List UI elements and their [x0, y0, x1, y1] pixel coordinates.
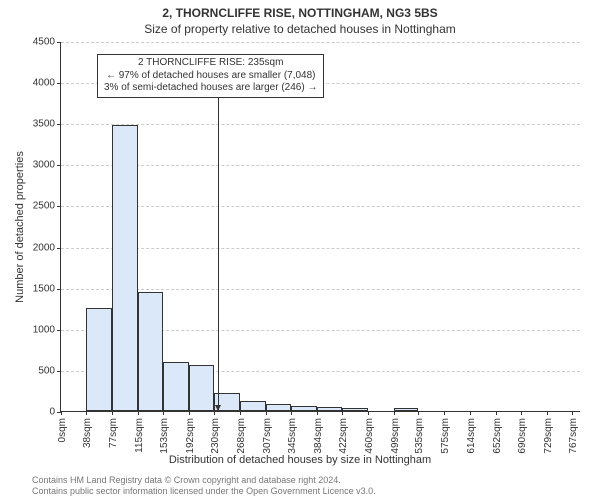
- xtick-label: 460sqm: [364, 418, 375, 454]
- ytick-label: 2000: [33, 242, 61, 253]
- xtick-label: 192sqm: [185, 418, 196, 454]
- xtick-mark: [572, 411, 573, 415]
- xtick-label: 767sqm: [568, 418, 579, 454]
- chart-container: 2, THORNCLIFFE RISE, NOTTINGHAM, NG3 5BS…: [0, 0, 600, 500]
- xtick-label: 115sqm: [134, 418, 145, 453]
- gridline-h: [61, 248, 580, 249]
- histogram-bar: [86, 308, 112, 411]
- xtick-mark: [470, 411, 471, 415]
- ytick-label: 1000: [33, 324, 61, 335]
- xtick-label: 384sqm: [313, 418, 324, 454]
- gridline-h: [61, 165, 580, 166]
- y-axis-label-wrap: Number of detached properties: [12, 42, 28, 412]
- xtick-mark: [291, 411, 292, 415]
- xtick-label: 0sqm: [57, 418, 68, 442]
- xtick-label: 652sqm: [492, 418, 503, 454]
- xtick-label: 499sqm: [390, 418, 401, 454]
- xtick-mark: [112, 411, 113, 415]
- ytick-label: 3000: [33, 160, 61, 171]
- ytick-label: 4500: [33, 37, 61, 48]
- xtick-label: 345sqm: [287, 418, 298, 454]
- xtick-label: 422sqm: [338, 418, 349, 454]
- annotation-line1: 2 THORNCLIFFE RISE: 235sqm: [104, 57, 317, 70]
- annotation-line2: ← 97% of detached houses are smaller (7,…: [104, 70, 317, 83]
- xtick-label: 614sqm: [466, 418, 477, 454]
- xtick-mark: [61, 411, 62, 415]
- xtick-mark: [86, 411, 87, 415]
- xtick-mark: [189, 411, 190, 415]
- ytick-label: 1500: [33, 283, 61, 294]
- y-axis-label: Number of detached properties: [14, 151, 26, 303]
- ytick-label: 500: [38, 365, 61, 376]
- xtick-mark: [317, 411, 318, 415]
- histogram-bar: [317, 407, 342, 411]
- histogram-bar: [342, 408, 367, 411]
- xtick-mark: [418, 411, 419, 415]
- xtick-mark: [394, 411, 395, 415]
- xtick-mark: [547, 411, 548, 415]
- xtick-mark: [163, 411, 164, 415]
- xtick-label: 729sqm: [543, 418, 554, 454]
- chart-footer: Contains HM Land Registry data © Crown c…: [32, 475, 376, 496]
- xtick-mark: [521, 411, 522, 415]
- xtick-mark: [368, 411, 369, 415]
- xtick-mark: [138, 411, 139, 415]
- xtick-label: 307sqm: [262, 418, 273, 454]
- histogram-bar: [394, 408, 418, 411]
- xtick-label: 575sqm: [440, 418, 451, 454]
- xtick-label: 38sqm: [82, 418, 93, 448]
- ytick-label: 4000: [33, 78, 61, 89]
- xtick-label: 535sqm: [414, 418, 425, 454]
- footer-line2: Contains public sector information licen…: [32, 486, 376, 496]
- marker-arrowhead: [215, 405, 221, 411]
- xtick-label: 690sqm: [517, 418, 528, 454]
- ytick-label: 2500: [33, 201, 61, 212]
- x-axis-label: Distribution of detached houses by size …: [0, 454, 600, 466]
- histogram-bar: [163, 362, 189, 411]
- histogram-bar: [291, 406, 317, 411]
- xtick-mark: [342, 411, 343, 415]
- histogram-bar: [240, 401, 266, 411]
- annotation-line3: 3% of semi-detached houses are larger (2…: [104, 82, 317, 95]
- histogram-bar: [266, 404, 291, 411]
- gridline-h: [61, 289, 580, 290]
- marker-line: [218, 87, 219, 411]
- ytick-label: 3500: [33, 119, 61, 130]
- annotation-box: 2 THORNCLIFFE RISE: 235sqm← 97% of detac…: [97, 54, 324, 98]
- xtick-mark: [240, 411, 241, 415]
- xtick-mark: [444, 411, 445, 415]
- gridline-h: [61, 42, 580, 43]
- histogram-bar: [112, 125, 137, 411]
- gridline-h: [61, 124, 580, 125]
- histogram-bar: [138, 292, 163, 411]
- ytick-label: 0: [49, 407, 61, 418]
- gridline-h: [61, 206, 580, 207]
- plot-area: 0500100015002000250030003500400045000sqm…: [60, 42, 580, 412]
- xtick-label: 230sqm: [210, 418, 221, 454]
- chart-title: 2, THORNCLIFFE RISE, NOTTINGHAM, NG3 5BS: [0, 6, 600, 20]
- chart-subtitle: Size of property relative to detached ho…: [0, 22, 600, 36]
- xtick-label: 268sqm: [236, 418, 247, 454]
- xtick-label: 77sqm: [108, 418, 119, 448]
- histogram-bar: [189, 365, 214, 411]
- xtick-mark: [496, 411, 497, 415]
- xtick-mark: [214, 411, 215, 415]
- xtick-label: 153sqm: [159, 418, 170, 454]
- xtick-mark: [266, 411, 267, 415]
- footer-line1: Contains HM Land Registry data © Crown c…: [32, 475, 376, 485]
